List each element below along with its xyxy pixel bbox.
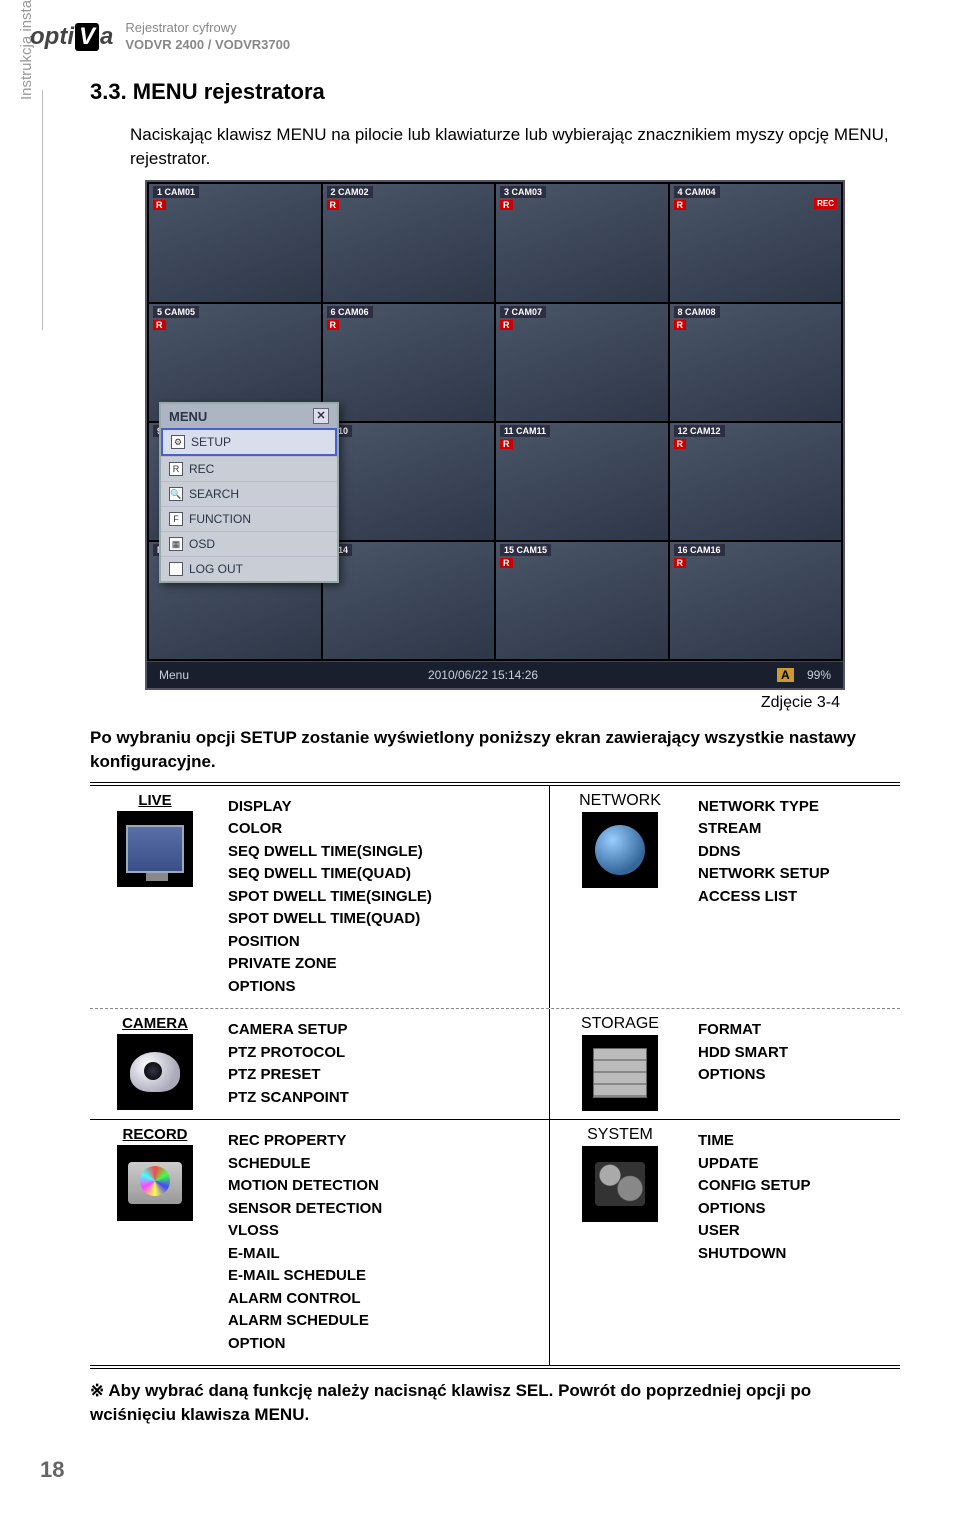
intro-text: Naciskając klawisz MENU na pilocie lub k… [130, 123, 900, 171]
cfg-list-record: REC PROPERTY SCHEDULE MOTION DETECTION S… [220, 1120, 550, 1365]
cam-cell: 12 CAM12R [670, 423, 842, 540]
cam-cell: M10R [323, 423, 495, 540]
section-title: 3.3. MENU rejestratora [90, 79, 900, 105]
menu-item-logout[interactable]: LOG OUT [161, 556, 337, 581]
cfg-icon-storage: STORAGE [550, 1009, 690, 1119]
cfg-icon-system: SYSTEM [550, 1120, 690, 1365]
side-line [42, 90, 43, 330]
menu-item-osd[interactable]: ▦OSD [161, 531, 337, 556]
close-icon[interactable]: ✕ [313, 408, 329, 424]
footer-note: ※ Aby wybrać daną funkcję należy nacisną… [90, 1379, 900, 1427]
cfg-list-network: NETWORK TYPE STREAM DDNS NETWORK SETUP A… [690, 786, 900, 1009]
cam-cell: 1 CAM01R [149, 184, 321, 301]
globe-icon [595, 825, 645, 875]
cam-cell: 15 CAM15R [496, 542, 668, 659]
status-time: 2010/06/22 15:14:26 [428, 668, 538, 682]
side-label: Instrukcja instalacji i obsługi [18, 0, 35, 100]
cfg-list-camera: CAMERA SETUP PTZ PROTOCOL PTZ PRESET PTZ… [220, 1009, 550, 1119]
gears-icon [595, 1162, 645, 1206]
dvr-menu: MENU ✕ ⚙SETUP RREC 🔍SEARCH FFUNCTION ▦OS… [159, 402, 339, 583]
menu-item-setup[interactable]: ⚙SETUP [161, 428, 337, 456]
menu-item-rec[interactable]: RREC [161, 456, 337, 481]
cfg-list-system: TIME UPDATE CONFIG SETUP OPTIONS USER SH… [690, 1120, 900, 1365]
page-number: 18 [40, 1457, 900, 1483]
cam-cell: M14R [323, 542, 495, 659]
header-sub2: VODVR 2400 / VODVR3700 [125, 37, 290, 54]
header-sub1: Rejestrator cyfrowy [125, 20, 290, 37]
logo-left: opti [30, 23, 74, 51]
cam-cell: 8 CAM08R [670, 304, 842, 421]
status-left: Menu [159, 668, 189, 682]
cfg-icon-record: RECORD [90, 1120, 220, 1365]
cam-cell: 3 CAM03R [496, 184, 668, 301]
logo-mid: V [75, 23, 99, 51]
cam-cell: 6 CAM06R [323, 304, 495, 421]
page-header: opti V a Rejestrator cyfrowy VODVR 2400 … [30, 20, 900, 54]
logo-right: a [100, 23, 113, 51]
cam-cell: 16 CAM16R [670, 542, 842, 659]
cfg-icon-network: NETWORK [550, 786, 690, 1009]
server-icon [593, 1048, 647, 1098]
cfg-row: RECORD REC PROPERTY SCHEDULE MOTION DETE… [90, 1120, 900, 1365]
cfg-icon-live: LIVE [90, 786, 220, 1009]
config-table: LIVE DISPLAY COLOR SEQ DWELL TIME(SINGLE… [90, 782, 900, 1370]
logo: opti V a [30, 23, 113, 51]
camera-icon [130, 1052, 180, 1092]
dvr-screenshot: 1 CAM01R 2 CAM02R 3 CAM03R 4 CAM04RREC 5… [145, 180, 845, 690]
menu-item-function[interactable]: FFUNCTION [161, 506, 337, 531]
disc-icon [128, 1162, 182, 1204]
cfg-icon-camera: CAMERA [90, 1009, 220, 1119]
header-sub: Rejestrator cyfrowy VODVR 2400 / VODVR37… [125, 20, 290, 54]
cam-cell: 2 CAM02R [323, 184, 495, 301]
figure-caption: Zdjęcie 3-4 [90, 694, 840, 712]
cfg-list-live: DISPLAY COLOR SEQ DWELL TIME(SINGLE) SEQ… [220, 786, 550, 1009]
menu-item-search[interactable]: 🔍SEARCH [161, 481, 337, 506]
dvr-menu-title: MENU ✕ [161, 404, 337, 428]
monitor-icon [126, 825, 184, 873]
status-pct: 99% [807, 668, 831, 682]
cfg-row: CAMERA CAMERA SETUP PTZ PROTOCOL PTZ PRE… [90, 1009, 900, 1120]
cam-cell: 7 CAM07R [496, 304, 668, 421]
cam-cell: 4 CAM04RREC [670, 184, 842, 301]
cfg-list-storage: FORMAT HDD SMART OPTIONS [690, 1009, 900, 1119]
post-text: Po wybraniu opcji SETUP zostanie wyświet… [90, 726, 900, 774]
status-a: A [777, 668, 794, 682]
cam-cell: 11 CAM11R [496, 423, 668, 540]
cfg-row: LIVE DISPLAY COLOR SEQ DWELL TIME(SINGLE… [90, 786, 900, 1010]
dvr-status-bar: Menu 2010/06/22 15:14:26 A 99% [147, 661, 843, 688]
